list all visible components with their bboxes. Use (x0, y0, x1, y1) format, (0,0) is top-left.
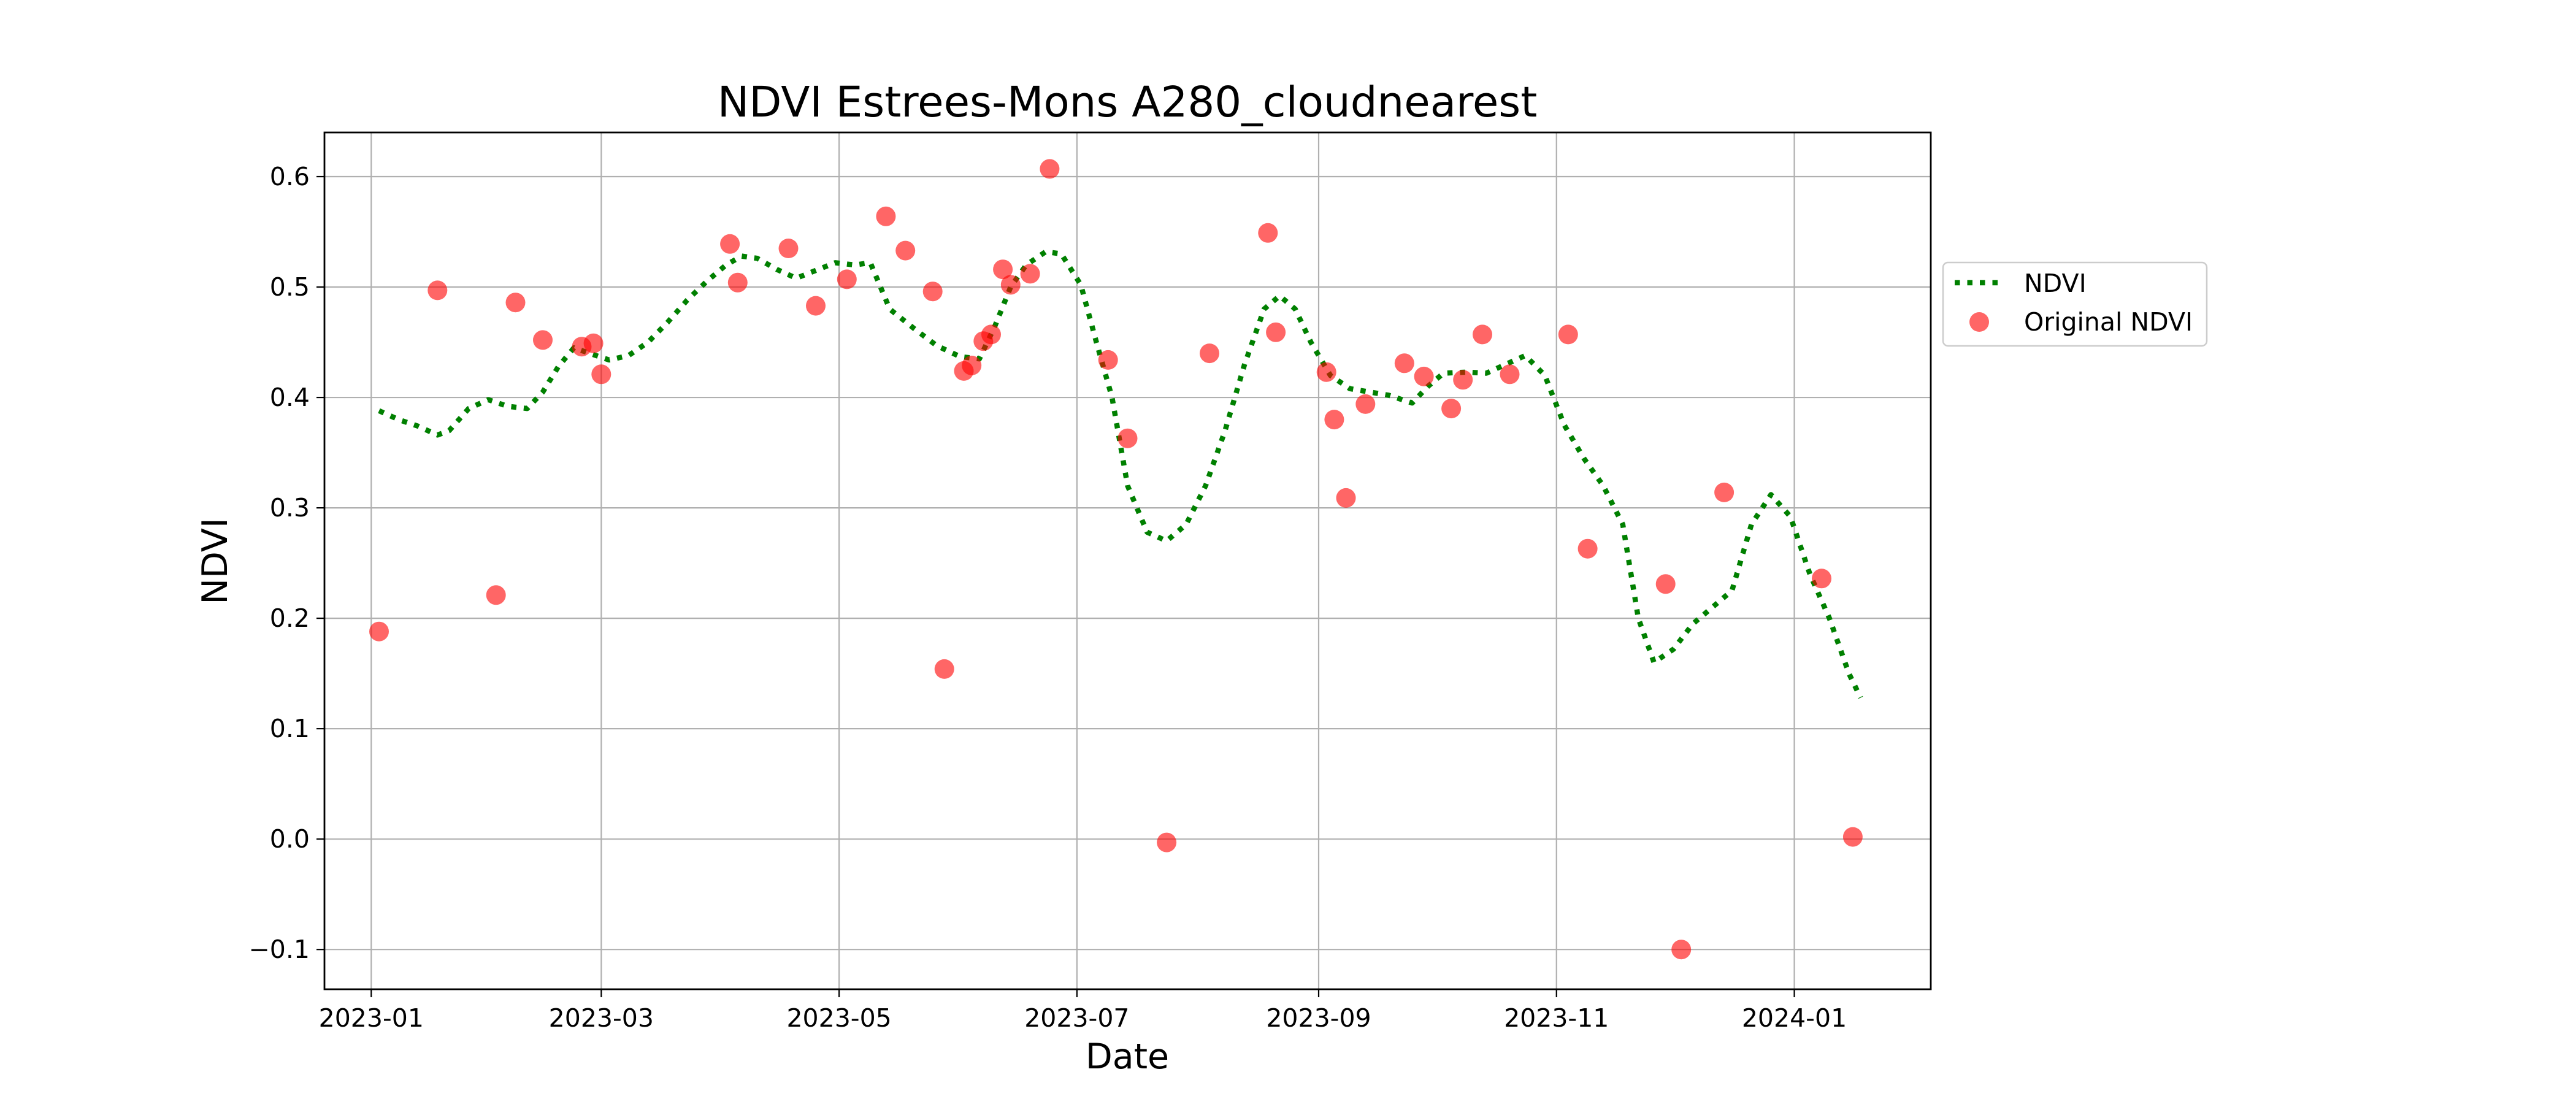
original-ndvi-point (1577, 538, 1598, 559)
original-ndvi-point (1355, 394, 1376, 414)
original-ndvi-point (1842, 827, 1863, 847)
y-tick-label: 0.3 (270, 493, 310, 523)
original-ndvi-point (427, 280, 448, 301)
original-ndvi-point (1117, 428, 1138, 448)
original-ndvi-point (876, 206, 896, 226)
original-ndvi-point (1336, 488, 1356, 508)
original-ndvi-point (1414, 366, 1434, 386)
original-ndvi-point (1812, 569, 1831, 589)
original-ndvi-point (720, 234, 740, 254)
original-ndvi-point (505, 293, 526, 313)
x-tick-label: 2024-01 (1742, 1003, 1847, 1033)
original-ndvi-point (1324, 410, 1344, 430)
original-ndvi-point (1558, 324, 1578, 345)
original-ndvi-point (591, 364, 611, 385)
original-ndvi-point (1500, 364, 1520, 385)
y-axis-label: NDVI (195, 518, 236, 604)
series-layer (369, 159, 1863, 960)
legend-original-ndvi-swatch (1969, 312, 1989, 332)
original-ndvi-point (727, 272, 748, 293)
original-ndvi-point (895, 240, 916, 261)
original-ndvi-point (1020, 264, 1040, 284)
ndvi-line (378, 249, 1863, 699)
legend-original-ndvi-label: Original NDVI (2024, 307, 2193, 337)
original-ndvi-point (837, 269, 857, 289)
legend-frame (1942, 261, 2208, 347)
chart-title: NDVI Estrees-Mons A280_cloudnearest (718, 78, 1538, 127)
y-tick-label: 0.0 (270, 824, 310, 854)
original-ndvi-point (583, 333, 604, 353)
original-ndvi-point (1258, 223, 1278, 243)
original-ndvi-point (1394, 353, 1414, 373)
original-ndvi-point (962, 355, 982, 375)
x-tick-label: 2023-09 (1266, 1003, 1371, 1033)
y-tick-label: 0.2 (270, 603, 310, 633)
original-ndvi-point (981, 324, 1001, 345)
original-ndvi-point (1000, 275, 1021, 295)
original-ndvi-point (1453, 370, 1473, 390)
original-ndvi-point (1655, 574, 1676, 594)
axes-frame (323, 131, 1932, 990)
original-ndvi-point (934, 659, 954, 679)
original-ndvi-point (1671, 940, 1692, 960)
original-ndvi-point (1316, 362, 1336, 382)
y-tick-label: −0.1 (248, 935, 310, 964)
original-ndvi-point (1098, 350, 1118, 370)
y-tick-label: 0.6 (270, 162, 310, 191)
x-tick-label: 2023-05 (786, 1003, 891, 1033)
x-tick-label: 2023-03 (549, 1003, 654, 1033)
x-tick-label: 2023-07 (1024, 1003, 1129, 1033)
legend: NDVI Original NDVI (1942, 261, 2208, 347)
x-tick-label: 2023-01 (319, 1003, 424, 1033)
original-ndvi-point (1040, 159, 1060, 179)
original-ndvi-point (1200, 343, 1219, 364)
original-ndvi-point (993, 259, 1013, 280)
ticks: 2023-01 2023-03 2023-05 2023-07 2023-09 2023-… (248, 162, 1847, 1033)
plot-area (324, 132, 1931, 989)
y-tick-label: 0.5 (270, 272, 310, 302)
original-ndvi-point (1157, 832, 1177, 852)
original-ndvi-point (922, 282, 943, 302)
x-tick-label: 2023-11 (1504, 1003, 1609, 1033)
original-ndvi-point (1714, 482, 1735, 502)
original-ndvi-point (1441, 399, 1462, 419)
x-axis-label: Date (1086, 1036, 1169, 1077)
original-ndvi-point (1266, 322, 1286, 342)
legend-ndvi-label: NDVI (2024, 269, 2087, 298)
original-ndvi-point (806, 296, 826, 316)
original-ndvi-point (778, 239, 799, 258)
original-ndvi-point (1473, 324, 1492, 345)
original-ndvi-point (486, 585, 506, 605)
y-tick-label: 0.1 (270, 714, 310, 743)
original-ndvi-point (533, 330, 553, 350)
original-ndvi-point (369, 621, 389, 642)
y-tick-label: 0.4 (270, 383, 310, 412)
